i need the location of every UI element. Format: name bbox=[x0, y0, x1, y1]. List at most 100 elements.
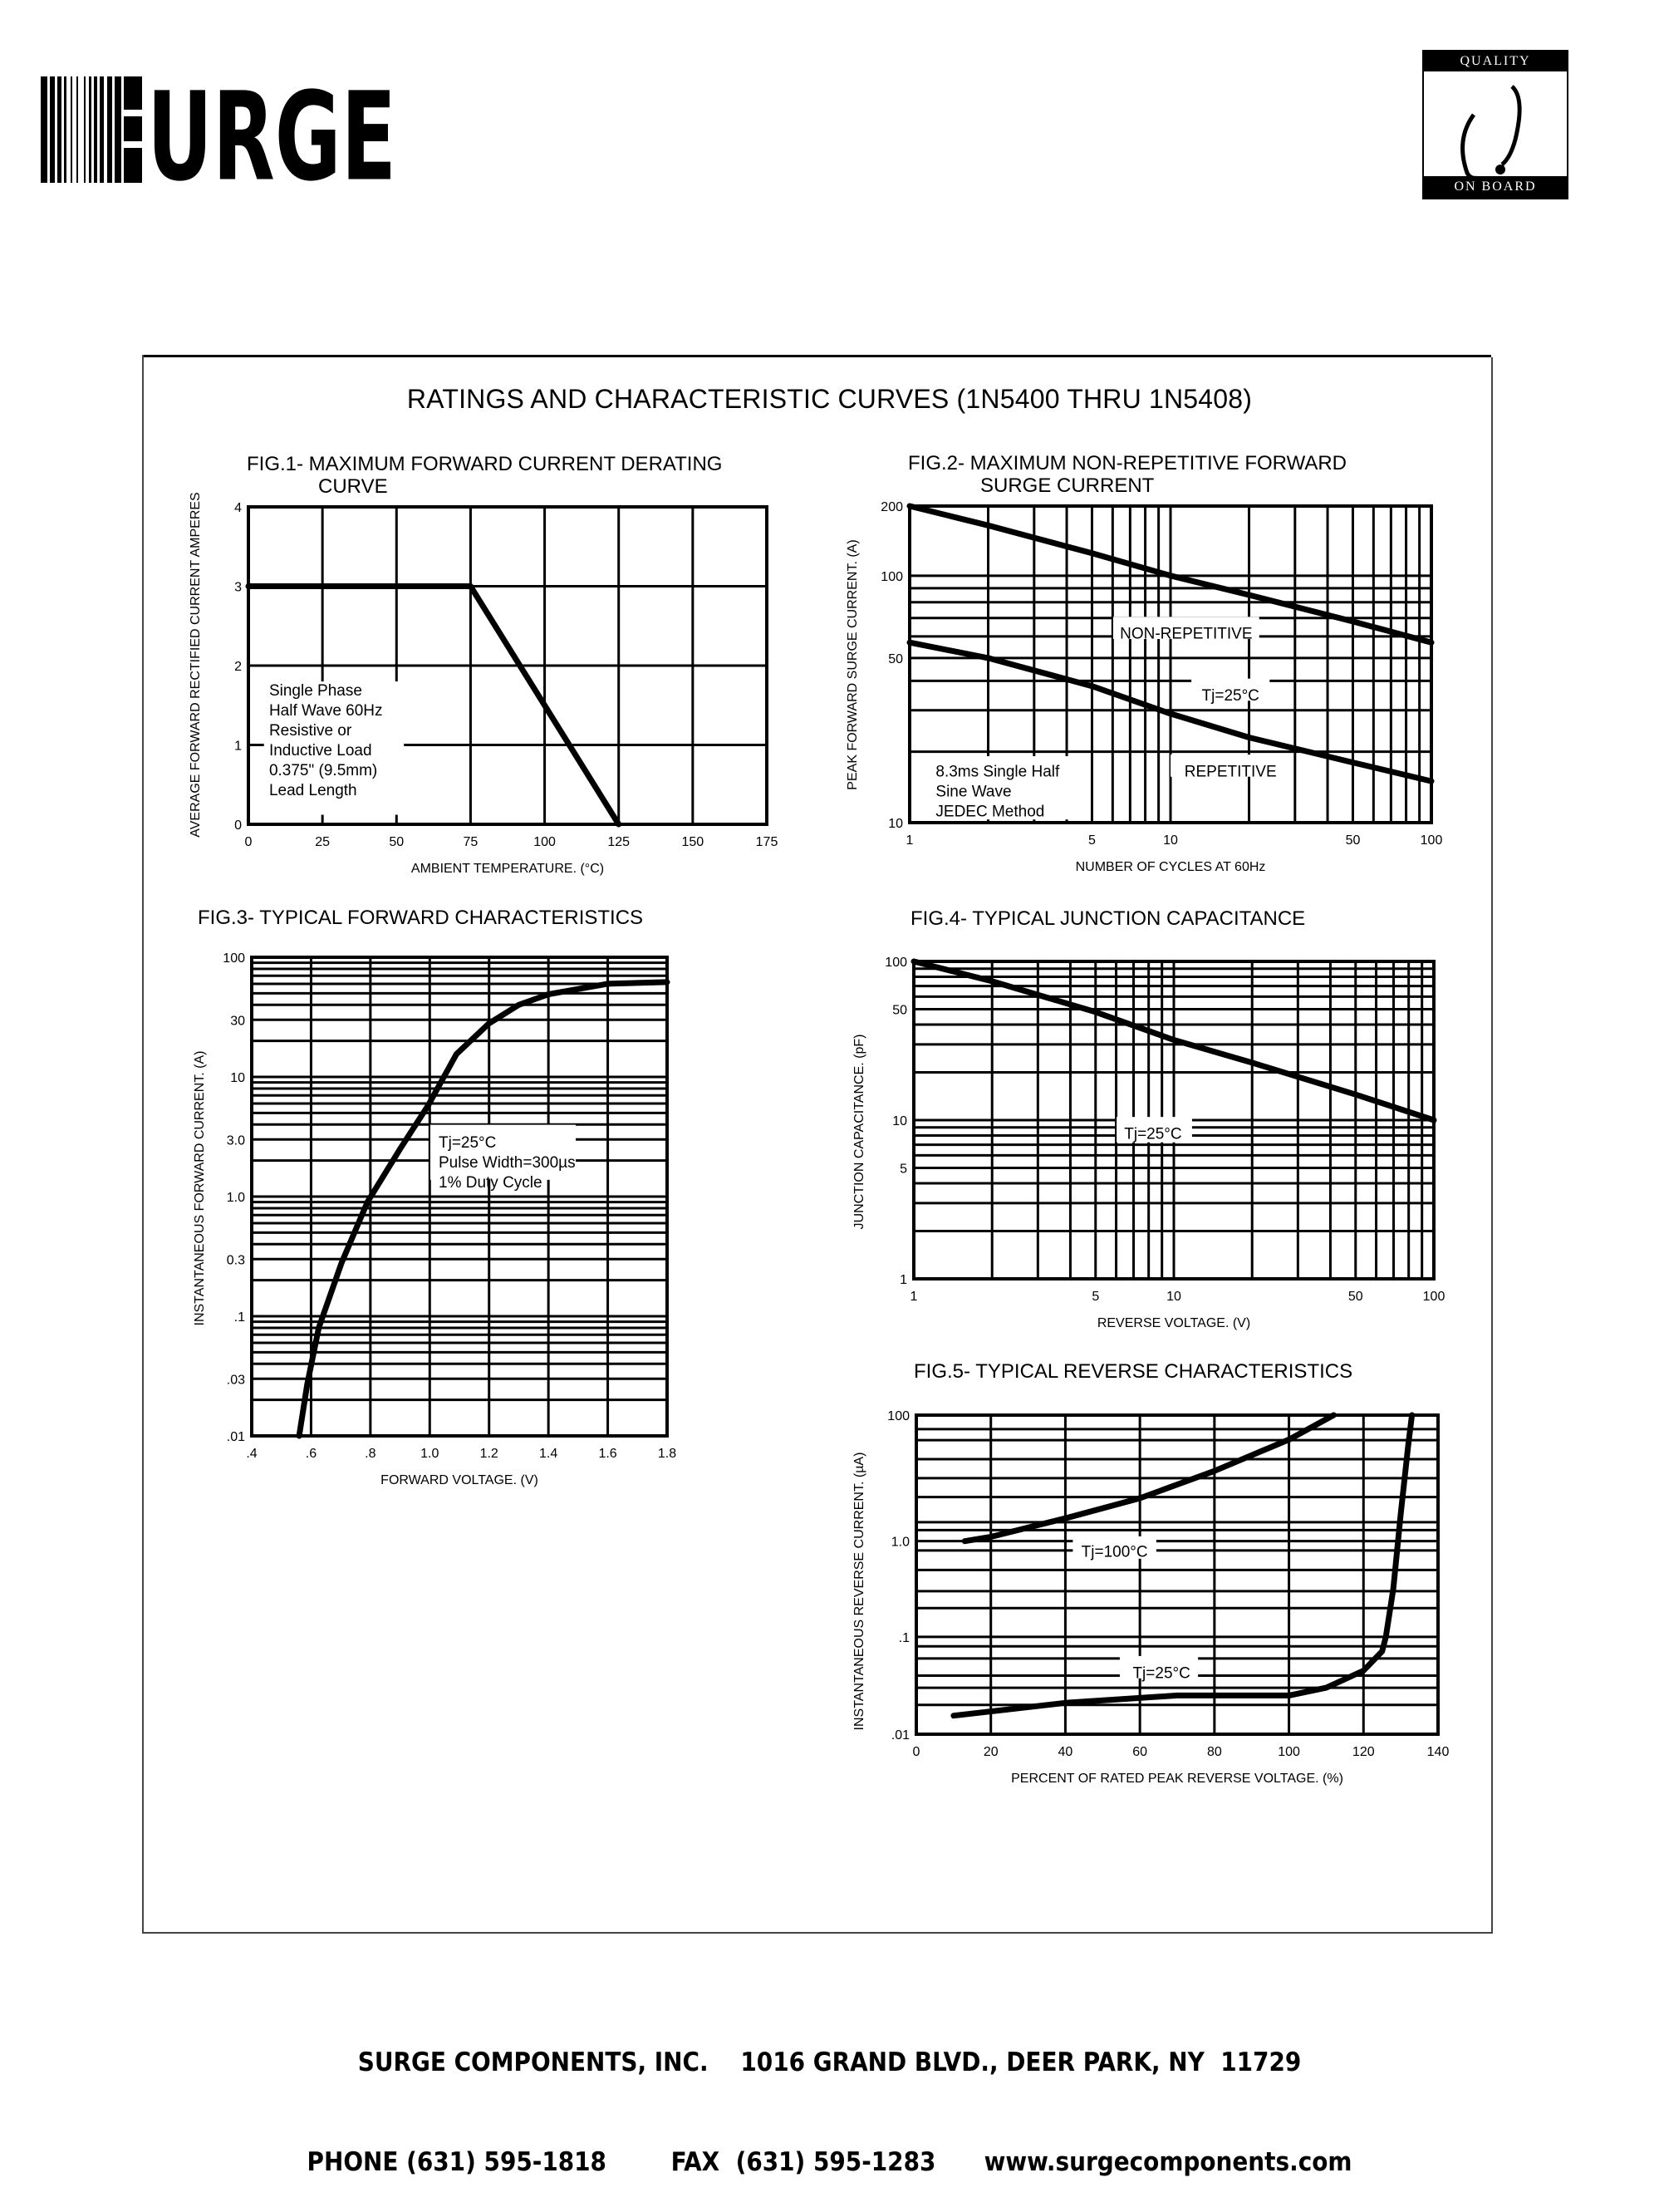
footer-phone: PHONE (631) 595-1818 bbox=[307, 2147, 606, 2177]
y-tick-label: 100 bbox=[885, 956, 907, 970]
x-tick-label: 1.8 bbox=[658, 1447, 676, 1461]
y-axis-title: JUNCTION CAPACITANCE. (pF) bbox=[852, 1035, 866, 1230]
x-tick-label: 125 bbox=[607, 835, 630, 849]
x-tick-label: 100 bbox=[1421, 833, 1443, 848]
x-tick-label: .6 bbox=[306, 1447, 317, 1461]
frame-border-bottom bbox=[142, 1932, 1493, 1934]
annotation-background bbox=[1112, 617, 1259, 640]
x-tick-label: 10 bbox=[1166, 1290, 1181, 1304]
series-line-1 bbox=[245, 583, 622, 828]
y-axis-title: AVERAGE FORWARD RECTIFIED CURRENT AMPERE… bbox=[189, 492, 203, 837]
annotation-text: Tj=25°C bbox=[1132, 1664, 1190, 1682]
y-tick-label: 5 bbox=[900, 1162, 907, 1176]
y-tick-label: 2 bbox=[234, 660, 242, 674]
annotation-text: Tj=25°C bbox=[1124, 1126, 1181, 1143]
badge-top-text: QUALITY bbox=[1424, 52, 1567, 71]
y-tick-label: 3.0 bbox=[227, 1133, 245, 1148]
y-axis-title: INSTANTANEOUS REVERSE CURRENT. (µA) bbox=[852, 1453, 866, 1731]
x-tick-label: 100 bbox=[533, 835, 556, 849]
surge-logo: URGE bbox=[41, 76, 396, 184]
annotation-text: JEDEC Method bbox=[935, 803, 1044, 820]
footer-address: 1016 GRAND BLVD., DEER PARK, NY 11729 bbox=[740, 2047, 1302, 2077]
page-title: RATINGS AND CHARACTERISTIC CURVES (1N540… bbox=[406, 384, 1253, 414]
x-tick-label: .8 bbox=[365, 1447, 375, 1461]
x-tick-label: .4 bbox=[246, 1447, 257, 1461]
annotation-text: Lead Length bbox=[269, 782, 357, 799]
x-tick-label: 100 bbox=[1278, 1745, 1300, 1759]
x-tick-label: 1.2 bbox=[480, 1447, 498, 1461]
annotation-background bbox=[1171, 755, 1286, 777]
series-line-1 bbox=[906, 503, 1435, 646]
series-line-2 bbox=[906, 639, 1435, 784]
y-axis-title: INSTANTANEOUS FORWARD CURRENT. (A) bbox=[193, 1051, 207, 1326]
x-tick-label: 175 bbox=[756, 835, 778, 849]
x-tick-label: 150 bbox=[682, 835, 704, 849]
x-tick-label: 50 bbox=[1346, 833, 1361, 848]
annotation-text: Resistive or bbox=[269, 722, 352, 740]
y-tick-label: 10 bbox=[888, 817, 903, 831]
y-tick-label: 10 bbox=[892, 1114, 907, 1128]
series-line-1 bbox=[296, 979, 670, 1439]
y-tick-label: .1 bbox=[899, 1631, 910, 1645]
x-tick-label: 1.4 bbox=[539, 1447, 557, 1461]
x-tick-label: 0 bbox=[245, 835, 253, 849]
annotation-background bbox=[1117, 1117, 1192, 1143]
annotation-text: REPETITIVE bbox=[1185, 763, 1277, 780]
x-tick-label: 120 bbox=[1352, 1745, 1375, 1759]
annotation-text: 1% Duty Cycle bbox=[439, 1174, 542, 1192]
footer-fax: FAX (631) 595-1283 bbox=[670, 2147, 936, 2177]
annotation-background bbox=[915, 755, 1083, 820]
svg-text:URGE: URGE bbox=[147, 76, 396, 184]
fig3-chart: Tj=25°C Pulse Width=300µs 1% Duty Cycle .4.… bbox=[193, 951, 676, 1487]
x-tick-label: 1.0 bbox=[420, 1447, 439, 1461]
footer-line-1: SURGE COMPONENTS, INC. 1016 GRAND BLVD.,… bbox=[0, 2046, 1659, 2079]
series-line-1 bbox=[961, 1412, 1337, 1545]
y-tick-label: 1.0 bbox=[227, 1191, 245, 1205]
fig1-title-line2: CURVE bbox=[318, 475, 388, 498]
quality-on-board-badge: QUALITY ON BOARD bbox=[1422, 50, 1568, 199]
x-tick-label: 0 bbox=[913, 1745, 920, 1759]
fig3-title: FIG.3- TYPICAL FORWARD CHARACTERISTICS bbox=[198, 907, 644, 929]
footer-website-link[interactable]: www.surgecomponents.com bbox=[984, 2147, 1352, 2177]
y-tick-label: 1 bbox=[900, 1273, 907, 1287]
annotation-background bbox=[430, 1124, 576, 1180]
annotation-text: Tj=25°C bbox=[1202, 687, 1259, 705]
y-tick-label: 3 bbox=[234, 581, 242, 595]
x-tick-label: 50 bbox=[389, 835, 404, 849]
x-tick-label: 60 bbox=[1132, 1745, 1147, 1759]
y-tick-label: 0 bbox=[234, 818, 242, 833]
footer: SURGE COMPONENTS, INC. 1016 GRAND BLVD.,… bbox=[0, 1979, 1659, 2212]
y-tick-label: 4 bbox=[234, 501, 242, 515]
x-tick-label: 20 bbox=[984, 1745, 999, 1759]
x-tick-label: 1 bbox=[906, 833, 914, 848]
y-tick-label: .01 bbox=[891, 1728, 910, 1743]
x-tick-label: 10 bbox=[1163, 833, 1178, 848]
x-tick-label: 5 bbox=[1092, 1290, 1099, 1304]
annotation-text: Pulse Width=300µs bbox=[439, 1154, 576, 1172]
y-tick-label: 0.3 bbox=[227, 1253, 245, 1267]
x-tick-label: 40 bbox=[1058, 1745, 1073, 1759]
y-tick-label: 100 bbox=[223, 951, 245, 966]
plot-frame bbox=[247, 505, 768, 826]
x-axis-title: NUMBER OF CYCLES AT 60Hz bbox=[1076, 860, 1266, 874]
y-tick-label: 50 bbox=[892, 1003, 907, 1017]
y-tick-label: .1 bbox=[234, 1310, 245, 1325]
y-tick-label: .01 bbox=[227, 1430, 245, 1444]
x-axis-title: FORWARD VOLTAGE. (V) bbox=[380, 1473, 538, 1487]
fig4-chart: Tj=25°C 1 5 10 50 100 1 5 10 50 100 REVERSE VOLTAGE… bbox=[852, 956, 1445, 1330]
x-axis-title: PERCENT OF RATED PEAK REVERSE VOLTAGE. (… bbox=[1011, 1772, 1343, 1786]
footer-line-2: PHONE (631) 595-1818 FAX (631) 595-1283 … bbox=[0, 2146, 1659, 2179]
y-tick-label: 50 bbox=[888, 652, 903, 666]
fig2-title-line2: SURGE CURRENT bbox=[980, 474, 1155, 497]
fig5-title: FIG.5- TYPICAL REVERSE CHARACTERISTICS bbox=[914, 1360, 1353, 1383]
x-axis-title: AMBIENT TEMPERATURE. (°C) bbox=[411, 862, 604, 876]
annotation-text: Tj=25°C bbox=[439, 1134, 496, 1152]
frame-border-top bbox=[142, 355, 1491, 357]
y-tick-label: 200 bbox=[881, 500, 903, 514]
x-tick-label: 5 bbox=[1088, 833, 1096, 848]
annotation-text: Tj=100°C bbox=[1082, 1543, 1148, 1561]
annotation-background bbox=[263, 681, 405, 815]
annotation-text: Inductive Load bbox=[269, 742, 372, 759]
annotation-background bbox=[1072, 1536, 1156, 1559]
y-tick-label: 10 bbox=[230, 1071, 245, 1085]
